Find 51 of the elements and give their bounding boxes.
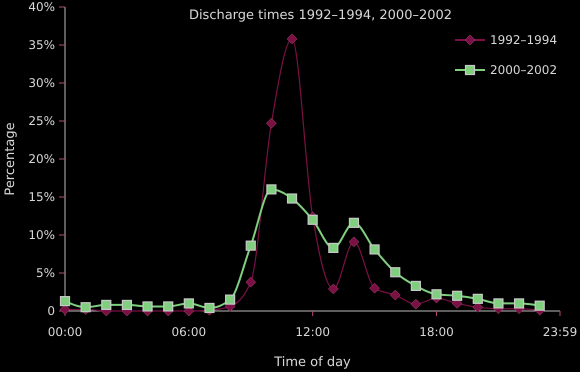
point [101,300,112,310]
point [225,294,236,305]
point [80,302,91,312]
point [390,267,400,278]
point [410,298,422,310]
point [246,240,256,251]
y-tick-label: 0 [47,304,55,318]
point [60,296,70,306]
chart-title: Discharge times 1992–1994, 2000–2002 [188,8,452,23]
point [122,300,132,310]
point [266,184,276,194]
legend-label: 2000–2002 [490,63,558,78]
y-tick-label: 30% [28,76,55,90]
point [246,276,256,288]
point [286,193,298,204]
point [452,290,462,301]
point [514,298,524,308]
point [348,236,360,248]
x-tick-label: 00:00 [48,325,82,339]
y-tick-label: 40% [28,0,55,14]
point [493,298,504,308]
point [308,214,318,225]
point [204,302,215,314]
point [184,298,194,308]
point [328,242,338,254]
y-axis-title: Percentage [3,122,18,196]
point [431,289,442,300]
point [328,284,339,294]
y-tick-label: 5% [36,266,55,280]
point [369,244,380,255]
point [369,282,380,294]
y-tick-label: 10% [28,228,55,242]
point [142,301,153,312]
point [266,118,277,129]
x-tick-label: 06:00 [172,325,206,339]
y-tick-label: 35% [28,38,55,52]
x-tick-label: 18:00 [419,325,454,339]
y-tick-label: 15% [28,190,55,204]
legend-label: 1992–1994 [490,33,558,48]
point [472,294,483,304]
point [410,280,421,292]
point [163,301,174,312]
x-axis-title: Time of day [273,355,352,370]
y-tick-label: 25% [28,114,55,128]
point [286,34,298,44]
y-tick-label: 20% [28,152,55,166]
point [534,300,545,311]
point [390,290,400,300]
x-tick-label: 23:59 [542,325,578,339]
x-tick-label: 12:00 [295,325,330,339]
point [348,218,360,228]
